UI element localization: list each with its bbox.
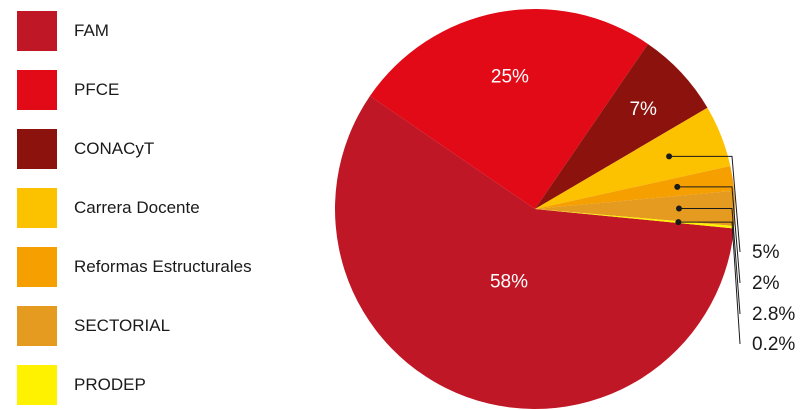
leader-dot (674, 183, 681, 190)
pie-slice (535, 107, 731, 209)
leader-line (669, 155, 741, 253)
legend-item: CONACyT (17, 129, 317, 169)
legend-item: Reformas Estructurales (17, 247, 317, 287)
data-label: 25% (491, 66, 529, 87)
legend-label: FAM (74, 21, 109, 40)
legend-item: PFCE (17, 70, 317, 110)
legend-label: PFCE (74, 80, 120, 99)
legend-swatch (17, 11, 57, 51)
pie-slice (334, 96, 735, 410)
legend-label: Reformas Estructurales (74, 257, 252, 276)
data-label: 0.2% (752, 334, 795, 355)
legend-swatch (17, 365, 57, 405)
legend-item: SECTORIAL (17, 306, 317, 346)
data-label: 58% (490, 271, 528, 292)
pie-slice (535, 209, 735, 229)
data-label: 2.8% (752, 304, 795, 325)
legend-item: Carrera Docente (17, 188, 317, 228)
leader-line (678, 221, 741, 345)
leader-line (677, 186, 741, 284)
legend-label: Carrera Docente (74, 198, 200, 217)
legend-item: FAM (17, 11, 317, 51)
pie-slice (535, 165, 735, 209)
leader-line (679, 208, 741, 315)
leader-dot (675, 219, 682, 226)
data-label: 7% (629, 99, 657, 120)
data-label: 5% (752, 242, 780, 263)
pie-slice (369, 8, 648, 210)
data-label: 2% (752, 273, 780, 294)
legend-swatch (17, 70, 57, 110)
leader-dot (676, 205, 682, 212)
legend-swatch (17, 129, 57, 169)
legend-swatch (17, 306, 57, 346)
legend-swatch (17, 188, 57, 228)
pie-slice (535, 43, 708, 209)
legend-label: PRODEP (74, 375, 146, 394)
legend-swatch (17, 247, 57, 287)
leader-dot (666, 153, 673, 160)
pie-slice (535, 190, 735, 226)
legend-item: PRODEP (17, 365, 317, 405)
legend-label: SECTORIAL (74, 316, 171, 335)
legend-label: CONACyT (74, 139, 155, 158)
